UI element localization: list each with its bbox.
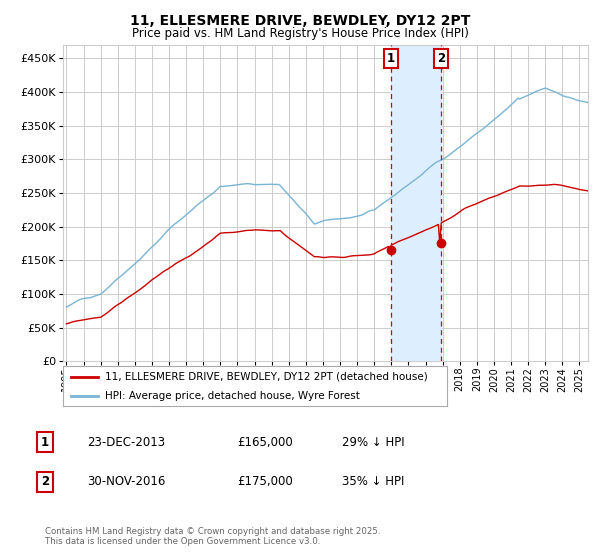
Text: Contains HM Land Registry data © Crown copyright and database right 2025.
This d: Contains HM Land Registry data © Crown c… <box>45 527 380 546</box>
Text: 2: 2 <box>41 475 49 488</box>
Bar <box>391 45 441 361</box>
Text: 11, ELLESMERE DRIVE, BEWDLEY, DY12 2PT: 11, ELLESMERE DRIVE, BEWDLEY, DY12 2PT <box>130 14 470 28</box>
Text: Price paid vs. HM Land Registry's House Price Index (HPI): Price paid vs. HM Land Registry's House … <box>131 27 469 40</box>
Text: 1: 1 <box>386 52 395 65</box>
Text: 30-NOV-2016: 30-NOV-2016 <box>87 475 166 488</box>
Text: 11, ELLESMERE DRIVE, BEWDLEY, DY12 2PT (detached house): 11, ELLESMERE DRIVE, BEWDLEY, DY12 2PT (… <box>105 372 428 382</box>
Text: £175,000: £175,000 <box>237 475 293 488</box>
Text: 29% ↓ HPI: 29% ↓ HPI <box>342 436 404 449</box>
Text: 1: 1 <box>41 436 49 449</box>
Text: 35% ↓ HPI: 35% ↓ HPI <box>342 475 404 488</box>
Text: £165,000: £165,000 <box>237 436 293 449</box>
Text: 2: 2 <box>437 52 445 65</box>
Text: HPI: Average price, detached house, Wyre Forest: HPI: Average price, detached house, Wyre… <box>105 391 360 401</box>
Text: 23-DEC-2013: 23-DEC-2013 <box>87 436 165 449</box>
